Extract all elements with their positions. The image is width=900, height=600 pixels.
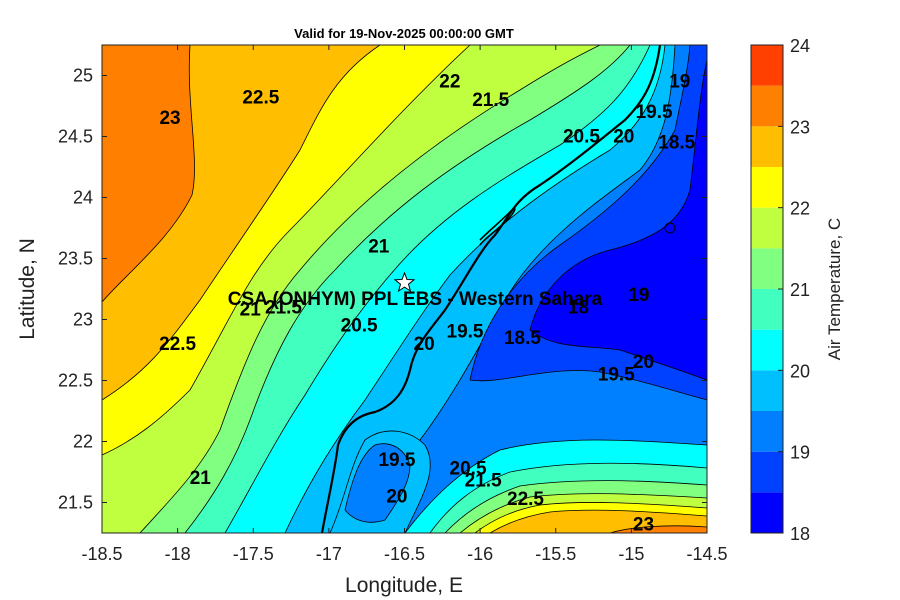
colorbar-tick-label: 21 bbox=[790, 280, 810, 300]
contour-label: 18.5 bbox=[504, 328, 541, 349]
colorbar-segment bbox=[751, 207, 783, 249]
contour-label: 19 bbox=[628, 285, 649, 306]
colorbar-segment bbox=[751, 167, 783, 208]
colorbar-label: Air Temperature, C bbox=[825, 218, 844, 360]
small-closed-contour bbox=[664, 222, 676, 234]
colorbar-tick-label: 23 bbox=[790, 117, 810, 137]
contour-label: 21 bbox=[368, 236, 390, 257]
colorbar-segment bbox=[751, 289, 783, 330]
x-axis-label: Longitude, E bbox=[345, 574, 463, 597]
x-tick-label: -18 bbox=[165, 544, 191, 564]
x-tick-label: -15.5 bbox=[535, 544, 576, 564]
y-tick-label: 23.5 bbox=[58, 249, 93, 269]
contour-label: 18.5 bbox=[658, 133, 695, 154]
star-icon bbox=[393, 271, 416, 293]
colorbar: 18 19 20 21 22 23 24 bbox=[750, 36, 810, 544]
colorbar-segment bbox=[751, 85, 783, 127]
contour-label: 21.5 bbox=[472, 90, 509, 111]
colorbar-segment bbox=[751, 492, 783, 533]
contour-label: 21.5 bbox=[465, 471, 502, 492]
x-axis: -18.5 -18 -17.5 -17 -16.5 -16 -15.5 -15 -14.5 bbox=[81, 45, 728, 564]
colorbar-segment bbox=[751, 126, 783, 167]
colorbar-tick-label: 22 bbox=[790, 199, 810, 219]
x-tick-label: -16.5 bbox=[384, 544, 425, 564]
contour-label: 20.5 bbox=[563, 127, 600, 148]
x-tick-label: -14.5 bbox=[686, 544, 727, 564]
coastline bbox=[320, 45, 662, 533]
map-title: Valid for 19-Nov-2025 00:00:00 GMT bbox=[294, 26, 514, 41]
y-tick-label: 24 bbox=[73, 188, 93, 208]
contour-label: 19.5 bbox=[447, 322, 484, 343]
y-tick-label: 24.5 bbox=[58, 127, 93, 147]
colorbar-tick-label: 18 bbox=[790, 524, 810, 544]
map-plot-area bbox=[102, 45, 707, 533]
peninsula-outline bbox=[479, 207, 516, 246]
colorbar-tick-label: 19 bbox=[790, 443, 810, 463]
colorbar-segment bbox=[751, 370, 783, 411]
y-tick-label: 21.5 bbox=[58, 493, 93, 513]
contour-label: 21.5 bbox=[265, 297, 302, 318]
contour-label: 20 bbox=[613, 127, 634, 148]
y-tick-label: 22 bbox=[73, 432, 93, 452]
station-marker: CSA (ONHYM) PPL EBS - Western Sahara bbox=[228, 271, 603, 310]
x-tick-label: -16 bbox=[467, 544, 493, 564]
contour-label: 22.5 bbox=[159, 334, 196, 355]
contour-label: 19.5 bbox=[636, 102, 673, 123]
colorbar-tick-label: 20 bbox=[790, 361, 810, 381]
y-axis-label: Latitude, N bbox=[16, 238, 39, 340]
contour-label: 20.5 bbox=[450, 458, 487, 479]
colorbar-tick-label: 24 bbox=[790, 36, 810, 56]
x-tick-label: -17 bbox=[316, 544, 342, 564]
contour-label: 20 bbox=[633, 352, 654, 373]
contour-label: 22 bbox=[439, 72, 460, 93]
contour-label: 19 bbox=[669, 72, 690, 93]
contour-label: 22.5 bbox=[507, 489, 544, 510]
contour-label: 22.5 bbox=[242, 87, 279, 108]
contour-label: 18 bbox=[568, 297, 589, 318]
x-tick-label: -15 bbox=[618, 544, 644, 564]
station-label: CSA (ONHYM) PPL EBS - Western Sahara bbox=[228, 289, 603, 310]
contour-label: 19.5 bbox=[598, 364, 635, 385]
contour-label: 21 bbox=[190, 468, 212, 489]
x-tick-label: -18.5 bbox=[81, 544, 122, 564]
contour-label: 19.5 bbox=[378, 450, 415, 471]
y-tick-label: 25 bbox=[73, 66, 93, 86]
coastal-band-19 bbox=[344, 443, 411, 523]
contour-label: 23 bbox=[633, 514, 654, 535]
contour-label: 20 bbox=[386, 486, 407, 507]
contour-label: 20.5 bbox=[341, 316, 378, 337]
colorbar-segment bbox=[751, 45, 783, 86]
colorbar-segment bbox=[751, 248, 783, 289]
contour-label: 23 bbox=[159, 108, 180, 129]
colorbar-segment bbox=[751, 329, 783, 371]
contour-label: 21 bbox=[240, 300, 262, 321]
colorbar-segment bbox=[751, 451, 783, 493]
temperature-band-18 bbox=[529, 59, 707, 381]
y-tick-label: 22.5 bbox=[58, 371, 93, 391]
y-axis: 21.5 22 22.5 23 23.5 24 24.5 25 bbox=[58, 66, 707, 513]
colorbar-segment bbox=[751, 411, 783, 452]
contour-label: 20 bbox=[414, 334, 435, 355]
y-tick-label: 23 bbox=[73, 310, 93, 330]
x-tick-label: -17.5 bbox=[233, 544, 274, 564]
